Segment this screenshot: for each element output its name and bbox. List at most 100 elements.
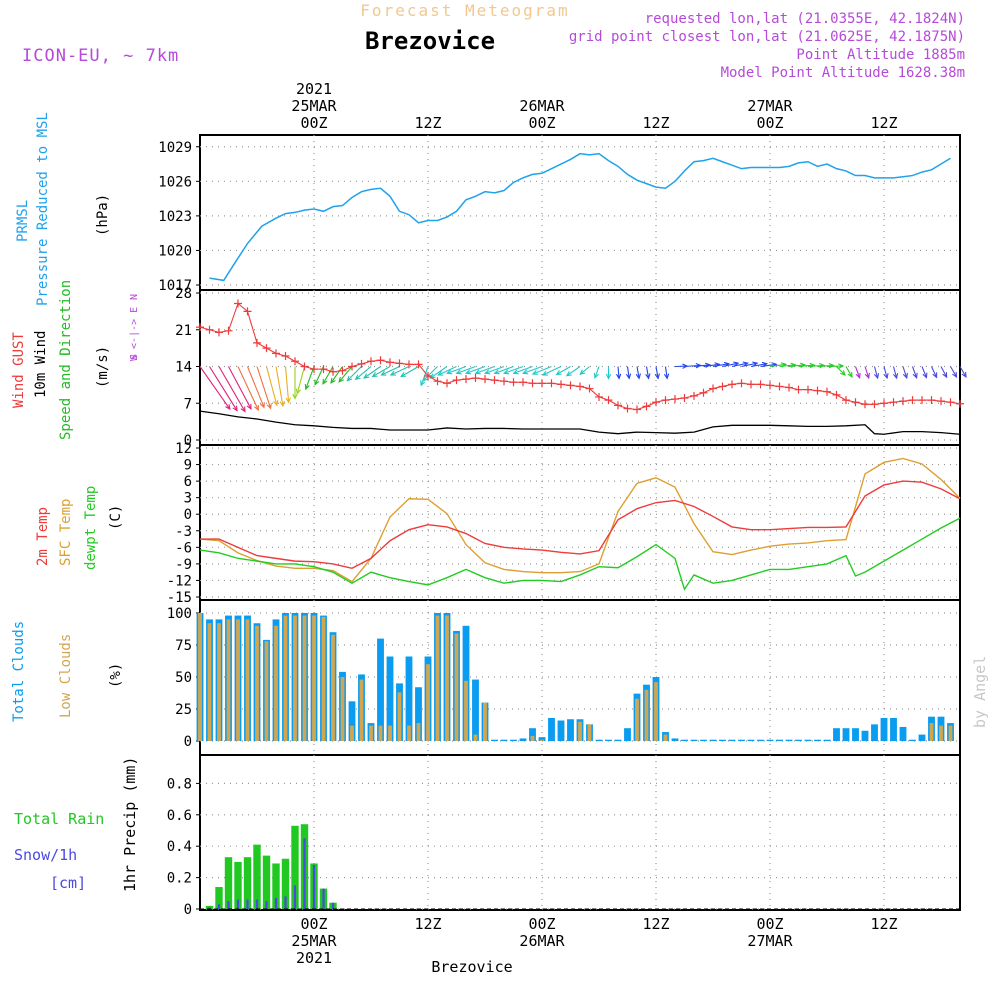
- wind-arrow-head: [555, 370, 562, 376]
- snow-bar: [331, 902, 335, 909]
- gust-marker: [300, 362, 309, 371]
- wind-arrow: [845, 366, 853, 378]
- wind-arrow: [760, 363, 777, 368]
- rain-bar: [272, 863, 280, 909]
- total-cloud-bar: [519, 738, 527, 741]
- gust-marker: [804, 385, 812, 394]
- low-cloud-bar: [312, 615, 316, 741]
- wind-arrow-head: [330, 377, 336, 384]
- low-cloud-bar: [663, 734, 668, 741]
- axis-label: [cm]: [50, 874, 86, 892]
- low-cloud-bar: [283, 615, 288, 741]
- model-altitude: Model Point Altitude 1628.38m: [721, 65, 965, 81]
- wind-arrow: [864, 366, 870, 379]
- wind-arrow: [218, 366, 246, 412]
- total-cloud-bar: [700, 739, 707, 741]
- wind-arrow-head: [952, 371, 958, 378]
- gust-marker: [870, 400, 879, 409]
- gust-marker: [253, 338, 261, 347]
- y-tick-label: 100: [167, 606, 192, 622]
- wind-arrow-head: [912, 372, 918, 379]
- gust-marker: [585, 384, 594, 393]
- wind-arrow: [892, 366, 898, 379]
- wind-arrow-head: [809, 362, 816, 369]
- wind-arrow: [626, 366, 630, 379]
- y-tick-label: 25: [175, 702, 192, 718]
- wind-arrow-head: [465, 369, 472, 375]
- wind-arrow-head: [446, 369, 453, 375]
- wind-arrow: [655, 366, 659, 379]
- low-cloud-bar: [293, 615, 297, 741]
- y-tick-label: 0.6: [167, 808, 192, 824]
- snow-bar: [236, 899, 240, 909]
- snow-bar: [227, 901, 230, 909]
- total-cloud-bar: [814, 739, 821, 741]
- gust-marker: [785, 383, 793, 392]
- wind-arrow: [556, 366, 571, 375]
- low-cloud-bar: [635, 698, 639, 741]
- wind-arrow-head: [864, 372, 870, 380]
- panel-frame: [199, 444, 961, 601]
- panel-frame: [199, 754, 961, 911]
- wind-arrow: [246, 366, 265, 408]
- low-cloud-bar: [255, 625, 259, 741]
- y-tick-label: 9: [184, 458, 192, 474]
- y-tick-label: -15: [167, 590, 192, 606]
- wind-arrow-head: [484, 369, 491, 375]
- wind-arrow-head: [892, 373, 899, 380]
- gust-marker: [823, 387, 831, 396]
- axis-label: Total Rain: [14, 810, 104, 828]
- wind-arrow-head: [855, 372, 861, 379]
- gust-marker: [519, 378, 527, 387]
- total-cloud-bar: [738, 739, 745, 741]
- wind-arrow-head: [512, 369, 519, 375]
- top-time-label: 12Z: [642, 114, 669, 132]
- total-cloud-bar: [823, 739, 831, 741]
- gust-marker: [405, 360, 413, 369]
- low-cloud-bar: [473, 734, 478, 741]
- gust-marker: [205, 325, 214, 334]
- total-cloud-bar: [709, 739, 717, 741]
- total-cloud-bar: [681, 739, 688, 741]
- point-altitude: Point Altitude 1885m: [796, 47, 965, 63]
- wind-arrow-head: [819, 363, 826, 369]
- wind-arrow-head: [705, 362, 712, 368]
- low-cloud-bar: [483, 702, 487, 741]
- bottom-time-label: 00Z: [300, 915, 327, 933]
- wind-arrow: [921, 366, 928, 378]
- temp-line-0: [200, 480, 961, 570]
- gust-marker: [395, 359, 404, 368]
- wind-arrow-head: [654, 373, 660, 380]
- wind-arrow-head: [902, 372, 908, 380]
- wind-arrow: [422, 366, 438, 382]
- low-cloud-bar: [236, 619, 240, 741]
- bottom-time-label: 2021: [296, 949, 332, 967]
- wind-arrow: [722, 362, 739, 368]
- wind-arrow-head: [503, 369, 510, 375]
- wind-arrow: [338, 366, 353, 383]
- wind-arrow-head: [605, 373, 612, 380]
- gust-marker: [642, 402, 651, 411]
- wind-arrow: [390, 366, 410, 376]
- location-title: Brezovice: [365, 27, 495, 55]
- total-cloud-bar: [871, 724, 878, 741]
- low-cloud-bar: [407, 725, 411, 741]
- wind-arrow-head: [389, 370, 396, 376]
- gust-marker: [880, 399, 888, 408]
- wind-arrow: [381, 366, 400, 376]
- wind-arrow-head: [838, 363, 845, 369]
- wind-arrow-head: [400, 372, 407, 378]
- gust-marker: [196, 323, 204, 332]
- wind-arrow-head: [338, 376, 344, 383]
- total-cloud-bar: [890, 717, 897, 741]
- gust-marker: [234, 299, 242, 308]
- wind-arrow: [883, 366, 888, 379]
- total-cloud-bar: [690, 739, 698, 741]
- panels: 1017 1020 1023 1026 1029 PRMSL Pressure Reduce…: [11, 112, 967, 918]
- axis-label: (m/s): [95, 346, 111, 388]
- wind-arrow-head: [883, 373, 889, 380]
- wind-arrow: [579, 366, 590, 375]
- temp-line-2: [199, 517, 961, 591]
- wind-arrow-head: [363, 373, 370, 379]
